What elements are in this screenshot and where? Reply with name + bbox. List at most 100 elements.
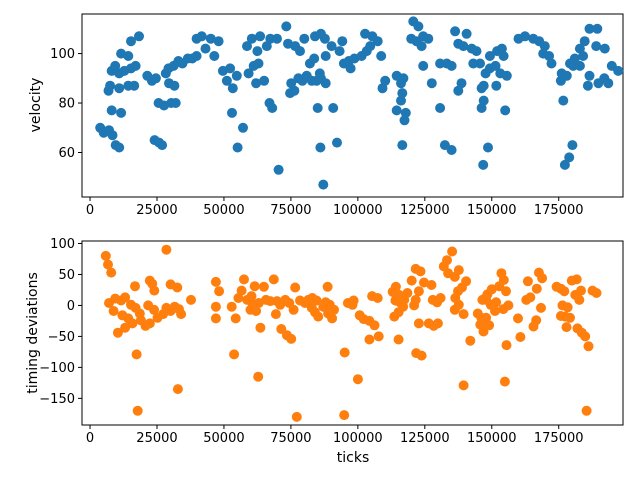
x-axis-tick-label: 75000 [270, 431, 311, 446]
scatter-point [426, 78, 437, 89]
scatter-point [599, 43, 610, 54]
scatter-point [339, 410, 350, 421]
x-axis-tick-label: 25000 [136, 431, 177, 446]
scatter-point [400, 107, 411, 118]
scatter-point [499, 376, 510, 387]
scatter-point [491, 297, 502, 308]
scatter-point [272, 33, 282, 44]
scatter-point [416, 41, 427, 52]
scatter-point [225, 63, 236, 74]
scatter-point [329, 304, 339, 315]
scatter-point [603, 78, 614, 89]
y-axis-tick-label: 100 [50, 47, 75, 62]
scatter-point [456, 78, 467, 89]
scatter-point [458, 41, 469, 52]
scatter-point [295, 46, 305, 57]
scatter-point [210, 313, 221, 324]
scatter-point [126, 36, 136, 47]
scatter-point [397, 140, 408, 151]
scatter-point [246, 33, 257, 44]
x-axis-tick-label: 175000 [534, 431, 584, 446]
scatter-point [453, 299, 464, 310]
scatter-point [591, 288, 602, 298]
x-axis-tick-label: 50000 [203, 203, 244, 218]
scatter-point [574, 294, 585, 305]
scatter-point [176, 309, 187, 320]
ticks-axis-label: ticks [336, 450, 370, 466]
scatter-point [592, 23, 603, 34]
scatter-point [478, 95, 489, 106]
scatter-point [273, 164, 284, 175]
scatter-point [567, 140, 578, 151]
scatter-point [132, 405, 143, 416]
scatter-point [565, 312, 575, 323]
scatter-point [536, 302, 546, 313]
scatter-point [291, 411, 302, 422]
scatter-point [246, 291, 257, 302]
scatter-point [105, 80, 116, 91]
scatter-point [581, 405, 592, 416]
scatter-point [337, 36, 348, 47]
scatter-point [481, 312, 492, 323]
scatter-point [380, 75, 391, 86]
scatter-point [458, 309, 469, 320]
scatter-point [313, 311, 324, 322]
scatter-point [503, 300, 514, 311]
scatter-point [127, 318, 138, 329]
scatter-point [107, 130, 118, 141]
scatter-point [345, 63, 356, 74]
scatter-point [334, 46, 345, 57]
scatter-point [475, 58, 485, 69]
scatter-point [315, 142, 326, 153]
scatter-point [453, 265, 464, 276]
scatter-point [426, 280, 437, 290]
scatter-point [571, 274, 582, 285]
plot-area [81, 240, 624, 426]
scatter-point [561, 70, 572, 81]
scatter-point [447, 246, 458, 257]
scatter-point [478, 159, 489, 170]
x-axis-tick-label: 100000 [333, 431, 383, 446]
y-axis-tick-label: 50 [58, 268, 75, 283]
scatter-point [435, 293, 446, 303]
scatter-point [239, 274, 249, 285]
scatter-point [103, 259, 113, 270]
scatter-point [513, 313, 523, 324]
scatter-point [281, 21, 292, 32]
x-axis-tick-label: 75000 [270, 203, 311, 218]
scatter-point [339, 347, 350, 358]
scatter-point [484, 320, 495, 331]
scatter-point [249, 281, 260, 292]
x-axis-tick-label: 150000 [467, 431, 517, 446]
scatter-point [500, 105, 511, 116]
scatter-point [584, 70, 595, 81]
scatter-point [376, 51, 387, 61]
scatter-point [348, 295, 359, 306]
scatter-point [515, 332, 526, 342]
y-axis-tick-label: 0 [67, 299, 75, 314]
scatter-point [286, 333, 297, 344]
scatter-point [114, 83, 125, 94]
scatter-point [311, 295, 322, 306]
scatter-point [458, 380, 469, 391]
scatter-point [120, 322, 131, 333]
scatter-point [501, 70, 512, 81]
scatter-point [116, 107, 127, 118]
scatter-point [416, 350, 427, 361]
scatter-point [391, 105, 402, 116]
scatter-point [251, 78, 262, 89]
scatter-point [150, 73, 161, 84]
scatter-point [110, 60, 121, 71]
scatter-point [559, 159, 570, 170]
scatter-point [415, 266, 426, 277]
y-axis-tick-label: −50 [48, 330, 75, 345]
scatter-point [112, 327, 123, 338]
scatter-point [312, 103, 323, 113]
scatter-point [270, 309, 281, 320]
scatter-point [131, 349, 142, 360]
y-axis-tick-label: 60 [58, 146, 75, 161]
scatter-point [579, 36, 590, 47]
scatter-point [243, 68, 254, 79]
scatter-point [170, 98, 181, 108]
